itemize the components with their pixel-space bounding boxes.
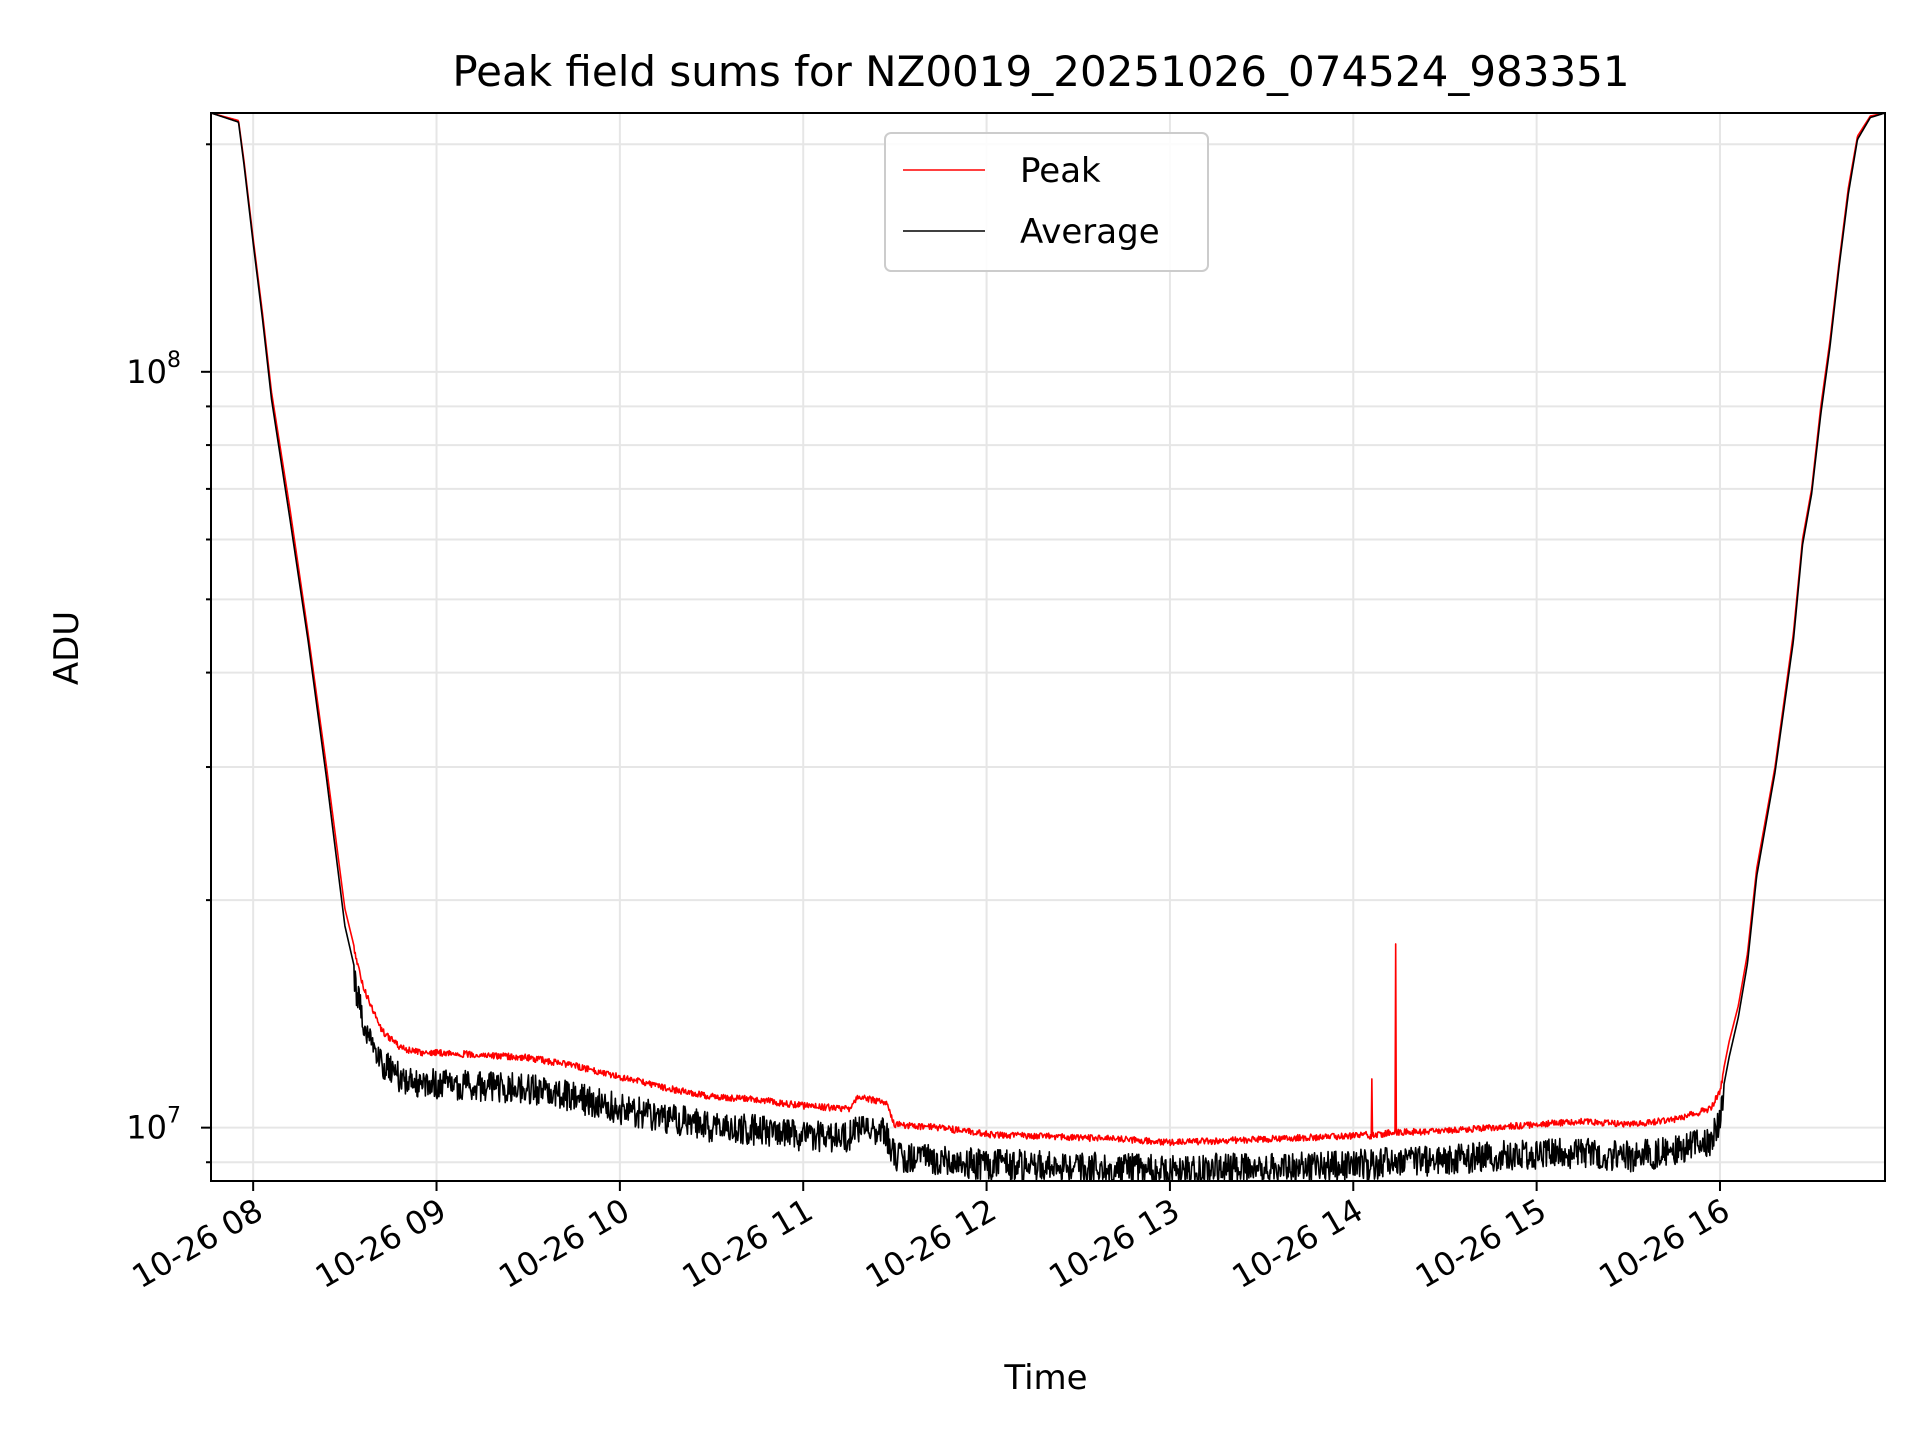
y-tick-label-base: 10	[126, 1109, 167, 1147]
plot-area-frame	[210, 112, 1886, 1182]
legend-box	[884, 132, 1209, 272]
chart-title: Peak field sums for NZ0019_20251026_0745…	[452, 47, 1629, 96]
plot-series	[211, 113, 1885, 1181]
legend-label-average: Average	[1020, 212, 1160, 252]
series-line-average	[211, 113, 1885, 1181]
x-axis-label: Time	[1003, 1358, 1087, 1398]
series-line-peak	[211, 113, 1885, 1147]
y-tick-label: 108	[126, 348, 181, 391]
y-tick-label: 107	[126, 1104, 181, 1147]
legend-label-peak: Peak	[1020, 151, 1101, 191]
y-tick-label-exponent: 7	[167, 1104, 181, 1129]
legend: Peak Average	[884, 132, 1209, 272]
y-axis-label: ADU	[47, 611, 87, 685]
y-tick-label-exponent: 8	[167, 348, 181, 373]
y-tick-label-base: 10	[126, 353, 167, 391]
